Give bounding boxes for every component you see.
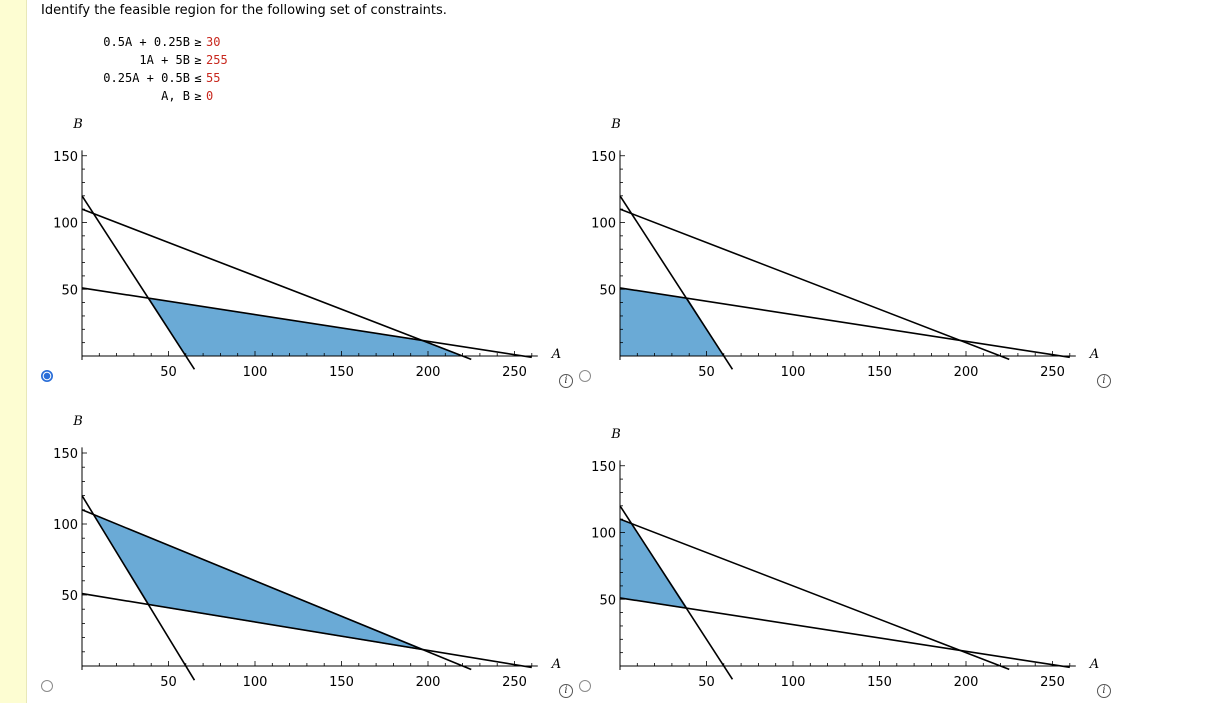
x-axis-name: A: [551, 347, 561, 362]
info-icon[interactable]: i: [559, 684, 573, 698]
constraint-row: 0.25A + 0.5B ≤ 55: [100, 69, 260, 87]
y-axis-name: B: [72, 117, 83, 132]
x-tick-label: 250: [502, 365, 527, 380]
x-tick-label: 250: [1040, 675, 1065, 690]
x-tick-label: 100: [781, 365, 806, 380]
info-icon[interactable]: i: [1097, 374, 1111, 388]
option-2-radio[interactable]: [579, 370, 591, 382]
y-axis-name: B: [72, 414, 83, 429]
option-3-graph: 50 100 150 200 250 50 100 150 A B: [53, 414, 561, 690]
y-tick-label: 150: [591, 150, 616, 165]
feasible-region: [619, 287, 725, 357]
option-2-graph: 50 100 150 200 250 50 100 150 A B: [591, 117, 1099, 380]
x-tick-label: 100: [243, 675, 268, 690]
constraint-line: [619, 208, 1010, 361]
x-tick-label: 150: [329, 365, 354, 380]
constraint-op: ≥: [194, 89, 202, 103]
constraint-line: [619, 597, 1070, 669]
x-axis-name: A: [551, 657, 561, 672]
x-tick-label: 100: [243, 365, 268, 380]
x-tick-label: 50: [698, 675, 715, 690]
x-tick-label: 250: [502, 675, 527, 690]
x-tick-label: 200: [954, 365, 979, 380]
x-tick-label: 250: [1040, 365, 1065, 380]
y-tick-label: 100: [53, 518, 78, 533]
y-tick-label: 150: [591, 460, 616, 475]
constraint-row: 1A + 5B ≥ 255: [100, 51, 260, 69]
x-tick-label: 50: [160, 675, 177, 690]
constraint-op: ≤: [194, 71, 202, 85]
x-tick-label: 50: [698, 365, 715, 380]
y-tick-label: 100: [53, 217, 78, 232]
constraint-line: [81, 195, 196, 370]
constraints-block: 0.5A + 0.25B ≥ 30 1A + 5B ≥ 255 0.25A + …: [100, 33, 260, 105]
y-tick-label: 100: [591, 217, 616, 232]
x-axis-name: A: [1089, 657, 1099, 672]
side-strip: [0, 0, 27, 703]
constraint-rhs: 0: [206, 89, 214, 103]
x-axis-name: A: [1089, 347, 1099, 362]
constraint-lhs: 0.5A + 0.25B: [103, 35, 190, 49]
y-tick-label: 50: [61, 589, 78, 604]
x-tick-label: 150: [867, 675, 892, 690]
constraint-lhs: A, B: [161, 89, 190, 103]
x-tick-label: 150: [329, 675, 354, 690]
constraint-line: [619, 505, 734, 680]
option-1-radio[interactable]: [41, 370, 53, 382]
x-tick-label: 100: [781, 675, 806, 690]
option-3-radio[interactable]: [41, 680, 53, 692]
constraint-line: [81, 208, 472, 361]
y-tick-label: 50: [599, 283, 616, 298]
feasible-region: [148, 297, 463, 357]
x-tick-label: 50: [160, 365, 177, 380]
constraint-line: [81, 509, 472, 671]
constraint-lhs: 1A + 5B: [139, 53, 190, 67]
info-icon[interactable]: i: [1097, 684, 1111, 698]
y-tick-label: 150: [53, 447, 78, 462]
constraint-line: [619, 287, 1070, 359]
constraint-row: 0.5A + 0.25B ≥ 30: [100, 33, 260, 51]
y-tick-label: 100: [591, 527, 616, 542]
constraint-line: [81, 495, 196, 681]
constraint-line: [81, 287, 532, 359]
constraint-line: [619, 518, 1010, 671]
question-text: Identify the feasible region for the fol…: [41, 3, 447, 18]
constraint-rhs: 30: [206, 35, 221, 49]
info-icon[interactable]: i: [559, 374, 573, 388]
y-tick-label: 50: [61, 283, 78, 298]
x-tick-label: 150: [867, 365, 892, 380]
y-tick-label: 150: [53, 150, 78, 165]
constraint-line: [81, 592, 532, 669]
constraint-rhs: 55: [206, 71, 221, 85]
constraint-row: A, B ≥ 0: [100, 87, 260, 105]
y-axis-name: B: [610, 427, 621, 442]
option-1-graph: 50 100 150 200 250 50 100 150 A B: [53, 117, 561, 380]
x-tick-label: 200: [954, 675, 979, 690]
constraint-rhs: 255: [206, 53, 228, 67]
option-4-graph: 50 100 150 200 250 50 100 150 A B: [591, 427, 1099, 690]
constraint-line: [619, 195, 734, 370]
option-4-radio[interactable]: [579, 680, 591, 692]
constraint-op: ≥: [194, 53, 202, 67]
constraint-lhs: 0.25A + 0.5B: [103, 71, 190, 85]
y-tick-label: 50: [599, 593, 616, 608]
x-tick-label: 200: [416, 675, 441, 690]
constraint-op: ≥: [194, 35, 202, 49]
x-tick-label: 200: [416, 365, 441, 380]
y-axis-name: B: [610, 117, 621, 132]
